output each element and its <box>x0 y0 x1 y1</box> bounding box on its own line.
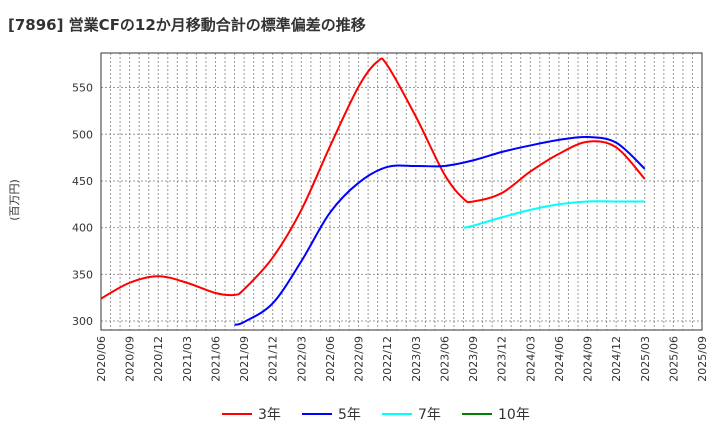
x-tick-label: 2023/12 <box>496 336 509 382</box>
x-tick-label: 2025/06 <box>667 336 680 382</box>
series-line-7年 <box>463 200 645 229</box>
y-tick-label: 300 <box>72 315 93 328</box>
x-tick-label: 2023/03 <box>410 336 423 382</box>
y-tick-label: 500 <box>72 128 93 141</box>
x-tick-label: 2024/12 <box>610 336 623 382</box>
plot-border <box>100 52 703 331</box>
x-tick-label: 2020/09 <box>124 336 137 382</box>
x-tick-label: 2022/12 <box>381 336 394 382</box>
legend-label: 7年 <box>418 407 441 423</box>
y-tick-label: 350 <box>72 268 93 281</box>
series-line-5年 <box>234 135 646 326</box>
x-tick-label: 2021/09 <box>238 336 251 382</box>
chart-title: [7896] 営業CFの12か月移動合計の標準偏差の推移 <box>8 16 366 34</box>
y-tick-label: 400 <box>72 222 93 235</box>
legend-label: 10年 <box>498 407 530 423</box>
x-tick-label: 2023/06 <box>438 336 451 382</box>
x-tick-label: 2024/06 <box>553 336 566 382</box>
x-tick-label: 2025/03 <box>639 336 652 382</box>
x-tick-label: 2022/06 <box>324 336 337 382</box>
x-tick-label: 2024/09 <box>582 336 595 382</box>
x-tick-label: 2022/03 <box>295 336 308 382</box>
x-tick-label: 2023/09 <box>467 336 480 382</box>
plot-area <box>101 53 702 330</box>
y-axis-label: (百万円) <box>8 179 21 221</box>
y-tick-label: 550 <box>72 82 93 95</box>
x-tick-label: 2021/03 <box>181 336 194 382</box>
x-tick-label: 2025/09 <box>696 336 709 382</box>
x-tick-label: 2020/12 <box>152 336 165 382</box>
x-tick-label: 2022/09 <box>353 336 366 382</box>
x-tick-label: 2021/06 <box>209 336 222 382</box>
x-tick-label: 2024/03 <box>524 336 537 382</box>
legend-label: 5年 <box>338 407 361 423</box>
legend-label: 3年 <box>258 407 281 423</box>
y-tick-label: 450 <box>72 175 93 188</box>
x-tick-label: 2020/06 <box>95 336 108 382</box>
x-tick-label: 2021/12 <box>267 336 280 382</box>
series-line-3年 <box>100 57 646 300</box>
